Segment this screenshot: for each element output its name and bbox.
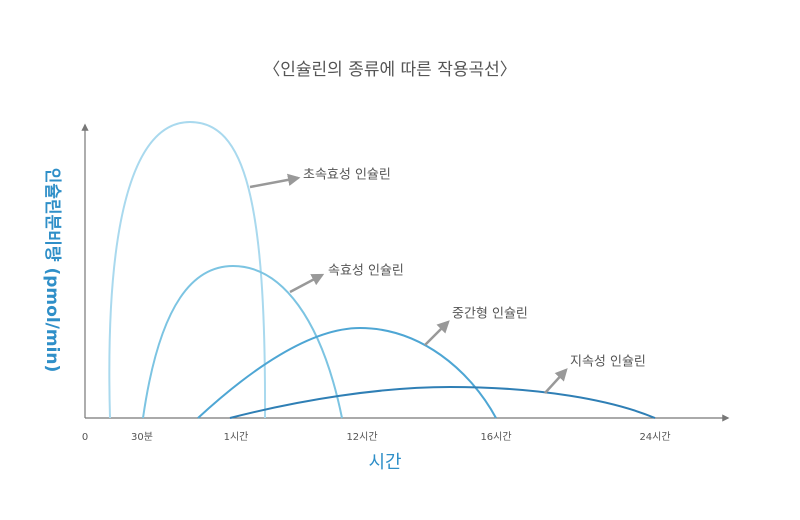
curve-label: 속효성 인슐린 [328, 264, 404, 279]
pointer [249, 173, 301, 189]
curve-rapid [142, 264, 343, 419]
pointer [544, 368, 568, 394]
x-tick-label: 16시간 [480, 431, 511, 443]
x-tick-label: 30분 [131, 431, 153, 443]
x-tick-label: 12시간 [346, 431, 377, 443]
pointer [289, 273, 325, 294]
x-tick-label: 24시간 [639, 431, 670, 443]
x-axis-label: 시간 [368, 452, 401, 473]
x-tick-label: 0 [82, 432, 88, 443]
y-axis-label: 인슐린분비량 (pmol/min) [42, 168, 62, 373]
curve-label: 초속효성 인슐린 [303, 168, 391, 183]
curve-label: 지속성 인슐린 [570, 355, 646, 370]
curve-ultra-rapid [108, 120, 267, 419]
title: 〈인슐린의 종류에 따른 작용곡선〉 [263, 60, 517, 80]
pointer [424, 320, 450, 346]
curve-label: 중간형 인슐린 [452, 307, 528, 322]
curve-long [229, 385, 656, 419]
x-tick-label: 1시간 [224, 431, 249, 443]
curve-intermediate [197, 326, 497, 419]
